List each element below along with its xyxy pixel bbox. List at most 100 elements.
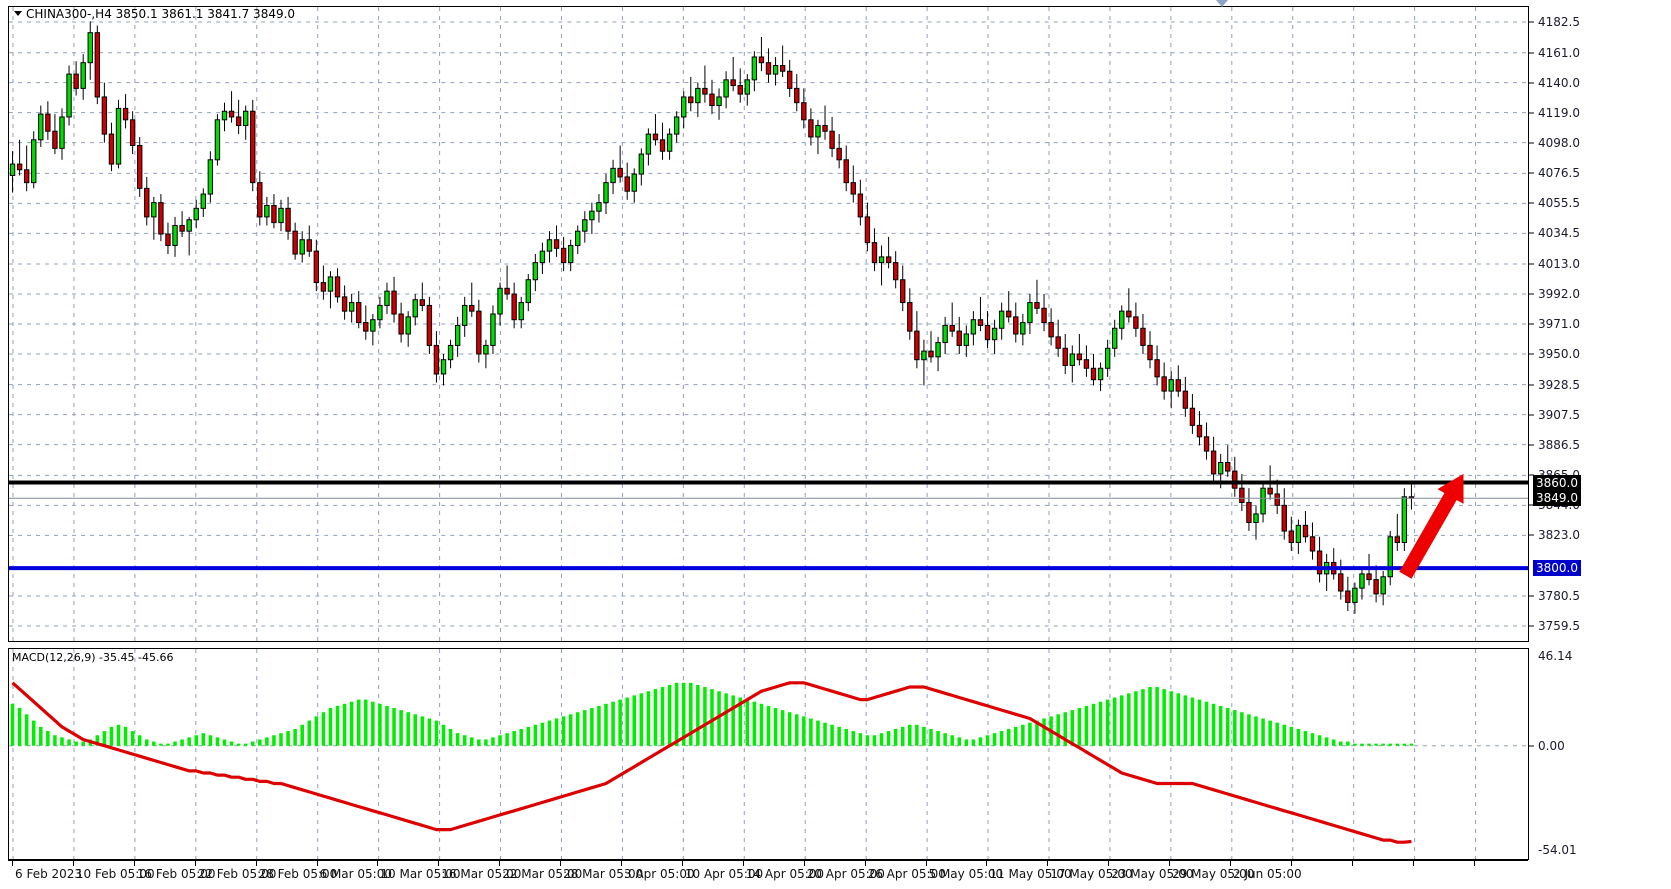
time-axis-label: 14 Apr 05:00 xyxy=(745,867,825,881)
time-axis-tick xyxy=(1047,861,1049,866)
axis-tick xyxy=(1529,82,1534,84)
time-axis-tick xyxy=(12,861,13,866)
price-axis-scale[interactable]: 4182.5 4161.0 4140.0 4119.0 4098.0 4076.5 4055… xyxy=(1528,6,1671,642)
chevron-down-icon[interactable] xyxy=(14,11,22,16)
axis-tick xyxy=(1529,745,1534,747)
price-scale-label: 3928.5 xyxy=(1538,377,1580,392)
axis-tick xyxy=(1529,444,1534,446)
axis-tick xyxy=(1529,263,1534,265)
price-scale-label: 3886.5 xyxy=(1538,437,1580,452)
time-axis-tick xyxy=(986,861,988,866)
axis-tick xyxy=(1529,323,1534,325)
time-axis-label: 16 Mar 05:00 xyxy=(441,867,522,881)
price-scale-label: 3860.0 xyxy=(1533,474,1581,491)
time-axis-label: 20 Apr 05:00 xyxy=(806,867,885,881)
time-axis-label: 2 Jun 05:00 xyxy=(1233,867,1302,881)
axis-tick xyxy=(1529,474,1534,476)
time-axis-label: 3 Apr 05:00 xyxy=(624,867,695,881)
time-axis-tick xyxy=(742,861,744,866)
macd-scale-label: 0.00 xyxy=(1538,738,1565,753)
time-axis-tick xyxy=(681,861,683,866)
price-scale-label: 4119.0 xyxy=(1538,105,1580,120)
time-axis-tick xyxy=(72,861,74,866)
time-axis[interactable]: 6 Feb 2023 10 Feb 05:00 16 Feb 05:00 22 Feb… xyxy=(8,860,1528,888)
time-axis-tick xyxy=(133,861,135,866)
time-axis-tick xyxy=(194,861,196,866)
price-scale-label: 4034.5 xyxy=(1538,226,1580,241)
time-axis-tick xyxy=(1412,861,1414,866)
time-axis-label: 10 Apr 05:00 xyxy=(684,867,764,881)
time-axis-tick xyxy=(1351,861,1353,866)
axis-tick xyxy=(1529,112,1534,114)
time-axis-tick xyxy=(1169,861,1171,866)
price-scale-label: 3800.0 xyxy=(1533,560,1581,577)
price-scale-label: 4055.5 xyxy=(1538,196,1580,211)
axis-tick xyxy=(1529,353,1534,355)
time-axis-tick xyxy=(560,861,562,866)
time-axis-tick xyxy=(499,861,501,866)
time-axis-tick xyxy=(925,861,927,866)
time-axis-label: 11 May 05:00 xyxy=(989,867,1072,881)
axis-tick xyxy=(1529,595,1534,597)
right-margin-strip xyxy=(1660,0,1671,889)
time-axis-label: 5 May 05:00 xyxy=(928,867,1004,881)
axis-tick xyxy=(1529,142,1534,144)
macd-indicator-label: MACD(12,26,9) -35.45 -45.66 xyxy=(12,651,174,664)
price-scale-label: 4161.0 xyxy=(1538,45,1580,60)
price-scale-label: 3992.0 xyxy=(1538,287,1580,301)
price-scale-label: 3780.5 xyxy=(1538,589,1580,604)
price-scale-label: 4013.0 xyxy=(1538,257,1580,272)
macd-axis-scale[interactable]: 46.14 0.00 -54.01 xyxy=(1528,648,1671,860)
axis-tick xyxy=(1529,172,1534,174)
time-axis-label: 6 Feb 2023 xyxy=(15,867,83,881)
time-axis-label: 17 May 05:00 xyxy=(1050,867,1133,881)
price-scale-label: 3907.5 xyxy=(1538,407,1580,422)
time-axis-label: 29 May 05:00 xyxy=(1172,867,1255,881)
axis-tick xyxy=(1529,21,1534,23)
time-axis-tick xyxy=(1473,861,1475,866)
time-axis-label: 16 Feb 05:00 xyxy=(136,867,216,881)
time-axis-label: 28 Feb 05:00 xyxy=(258,867,338,881)
time-axis-tick xyxy=(438,861,440,866)
time-axis-tick xyxy=(377,861,379,866)
price-scale-label: 3971.0 xyxy=(1538,317,1580,331)
price-scale-label: 4140.0 xyxy=(1538,75,1580,90)
time-axis-tick xyxy=(1290,861,1292,866)
time-axis-label: 23 May 05:00 xyxy=(1111,867,1194,881)
price-scale-label: 3823.0 xyxy=(1538,528,1580,543)
price-scale-label: 3950.0 xyxy=(1538,346,1580,361)
price-scale-label: 4182.5 xyxy=(1538,14,1580,29)
macd-scale-label: 46.14 xyxy=(1538,649,1573,663)
time-axis-label: 10 Mar 05:00 xyxy=(380,867,461,881)
symbol-ohlc-text: CHINA300-,H4 3850.1 3861.1 3841.7 3849.0 xyxy=(26,7,296,21)
time-axis-tick xyxy=(864,861,866,866)
time-axis-label: 26 Apr 05:00 xyxy=(867,867,946,881)
axis-tick xyxy=(1529,625,1534,627)
time-axis-label: 10 Feb 05:00 xyxy=(75,867,155,881)
macd-chart-canvas xyxy=(9,649,1528,859)
bullish-arrow-annotation xyxy=(1399,473,1464,579)
time-axis-tick xyxy=(1108,861,1110,866)
axis-tick xyxy=(1529,414,1534,416)
axis-tick xyxy=(1529,232,1534,234)
axis-tick xyxy=(1529,384,1534,386)
chart-scroll-marker-icon[interactable] xyxy=(1216,0,1228,7)
axis-tick xyxy=(1529,202,1534,204)
price-scale-label: 3849.0 xyxy=(1533,490,1581,507)
time-axis-label: 6 Mar 05:00 xyxy=(319,867,393,881)
time-axis-label: 28 Mar 05:00 xyxy=(563,867,644,881)
axis-tick xyxy=(1529,534,1534,536)
axis-tick xyxy=(1529,504,1534,506)
axis-tick xyxy=(1529,52,1534,54)
axis-tick xyxy=(1529,293,1534,295)
time-axis-tick xyxy=(255,861,257,866)
macd-scale-label: -54.01 xyxy=(1538,843,1577,857)
price-chart-panel[interactable] xyxy=(8,6,1528,642)
macd-indicator-panel[interactable] xyxy=(8,648,1528,860)
time-axis-label: 22 Feb 05:00 xyxy=(197,867,277,881)
chart-symbol-header: CHINA300-,H4 3850.1 3861.1 3841.7 3849.0 xyxy=(14,7,295,21)
price-scale-label: 4076.5 xyxy=(1538,166,1580,181)
time-axis-tick xyxy=(621,861,622,866)
time-axis-tick xyxy=(316,861,318,866)
